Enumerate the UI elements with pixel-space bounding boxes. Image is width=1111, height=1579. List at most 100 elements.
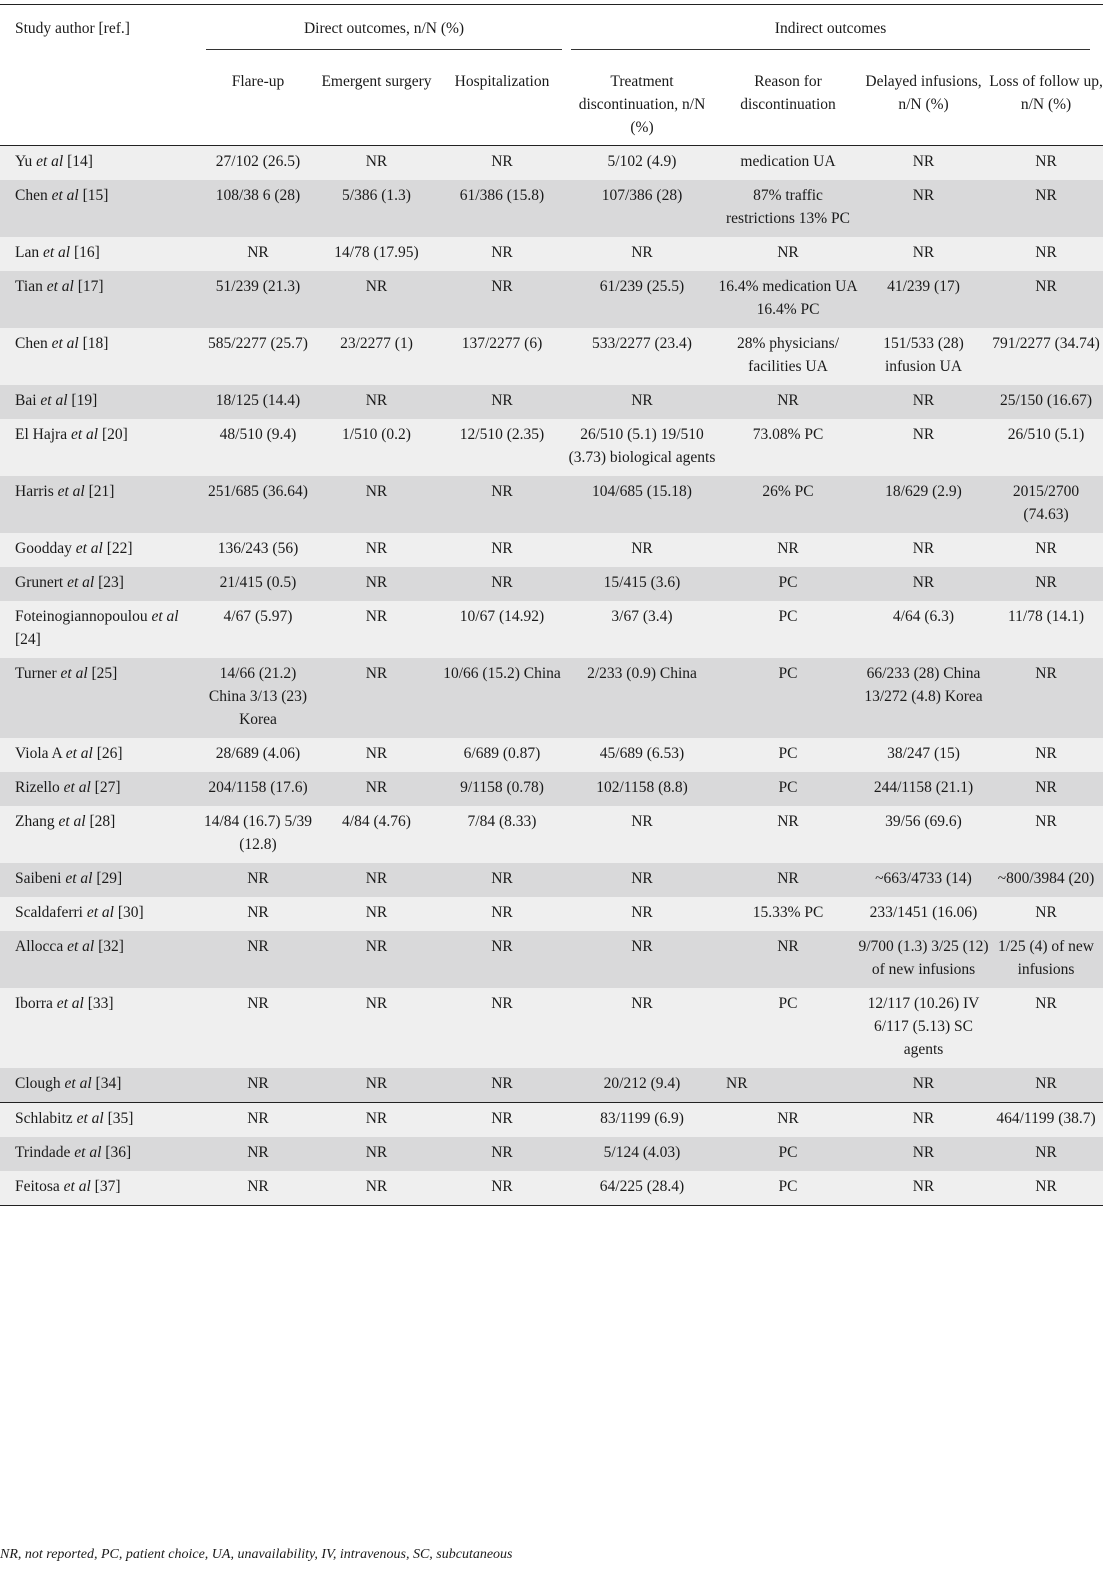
cell-emergent-surgery: 5/386 (1.3) [315, 180, 438, 237]
cell-treatment-discontinuation: 83/1199 (6.9) [566, 1102, 718, 1137]
header-indirect-outcomes: Indirect outcomes [566, 8, 1103, 57]
table-row: Feitosa et al [37] NR NR NR 64/225 (28.4) PC N… [0, 1171, 1104, 1206]
cell-hospitalization: NR [438, 237, 566, 271]
cell-flare-up: 28/689 (4.06) [201, 738, 315, 772]
cell-flare-up: 108/38 6 (28) [201, 180, 315, 237]
cell-reason-discontinuation: NR [718, 237, 858, 271]
cell-emergent-surgery: NR [315, 385, 438, 419]
cell-delayed-infusions: 38/247 (15) [858, 738, 989, 772]
cell-emergent-surgery: NR [315, 1102, 438, 1137]
cell-author: Goodday et al [22] [0, 533, 201, 567]
header-emergent-surgery: Emergent surgery [315, 57, 438, 146]
table-row: Viola A et al [26] 28/689 (4.06) NR 6/689 (… [0, 738, 1104, 772]
cell-loss-of-follow-up: 2015/2700 (74.63) [989, 476, 1104, 533]
cell-emergent-surgery: NR [315, 897, 438, 931]
cell-loss-of-follow-up: NR [989, 1137, 1104, 1171]
cell-treatment-discontinuation: 45/689 (6.53) [566, 738, 718, 772]
cell-emergent-surgery: NR [315, 931, 438, 988]
cell-hospitalization: NR [438, 567, 566, 601]
table-row: Trindade et al [36] NR NR NR 5/124 (4.03) PC N… [0, 1137, 1104, 1171]
cell-flare-up: NR [201, 988, 315, 1068]
cell-flare-up: 18/125 (14.4) [201, 385, 315, 419]
cell-author: Iborra et al [33] [0, 988, 201, 1068]
cell-delayed-infusions: NR [858, 180, 989, 237]
cell-hospitalization: 10/67 (14.92) [438, 601, 566, 658]
cell-author: Trindade et al [36] [0, 1137, 201, 1171]
cell-hospitalization: NR [438, 1102, 566, 1137]
cell-hospitalization: NR [438, 1137, 566, 1171]
cell-delayed-infusions: NR [858, 1137, 989, 1171]
cell-flare-up: 136/243 (56) [201, 533, 315, 567]
cell-delayed-infusions: ~663/4733 (14) [858, 863, 989, 897]
cell-author: Clough et al [34] [0, 1068, 201, 1103]
cell-hospitalization: NR [438, 863, 566, 897]
cell-treatment-discontinuation: 61/239 (25.5) [566, 271, 718, 328]
cell-treatment-discontinuation: 26/510 (5.1) 19/510 (3.73) biological ag… [566, 419, 718, 476]
table-row: Allocca et al [32] NR NR NR NR NR 9/700 (1.3) … [0, 931, 1104, 988]
cell-treatment-discontinuation: 102/1158 (8.8) [566, 772, 718, 806]
cell-delayed-infusions: 18/629 (2.9) [858, 476, 989, 533]
table-row: Chen et al [15] 108/38 6 (28) 5/386 (1.3) 6… [0, 180, 1104, 237]
cell-hospitalization: 7/84 (8.33) [438, 806, 566, 863]
cell-loss-of-follow-up: 791/2277 (34.74) [989, 328, 1104, 385]
table-row: Zhang et al [28] 14/84 (16.7) 5/39 (12.8)… [0, 806, 1104, 863]
cell-delayed-infusions: 39/56 (69.6) [858, 806, 989, 863]
cell-flare-up: 27/102 (26.5) [201, 145, 315, 180]
cell-treatment-discontinuation: NR [566, 385, 718, 419]
cell-delayed-infusions: 4/64 (6.3) [858, 601, 989, 658]
table-row: Foteinogiannopoulou et al [24] 4/67 (5.97… [0, 601, 1104, 658]
table-row: Schlabitz et al [35] NR NR NR 83/1199 (6.9) N… [0, 1102, 1104, 1137]
cell-delayed-infusions: 66/233 (28) China 13/272 (4.8) Korea [858, 658, 989, 738]
cell-flare-up: NR [201, 1102, 315, 1137]
table-footnote: NR, not reported, PC, patient choice, UA… [0, 1547, 513, 1562]
table-row: Bai et al [19] 18/125 (14.4) NR NR NR NR NR 25/… [0, 385, 1104, 419]
table-row: Yu et al [14] 27/102 (26.5) NR NR 5/102 (4.9… [0, 145, 1104, 180]
cell-author: Viola A et al [26] [0, 738, 201, 772]
cell-author: Allocca et al [32] [0, 931, 201, 988]
header-author: Study author [ref.] [0, 8, 201, 146]
cell-emergent-surgery: NR [315, 863, 438, 897]
cell-reason-discontinuation: 73.08% PC [718, 419, 858, 476]
cell-treatment-discontinuation: 3/67 (3.4) [566, 601, 718, 658]
header-flare-up: Flare-up [201, 57, 315, 146]
cell-author: Turner et al [25] [0, 658, 201, 738]
cell-reason-discontinuation: PC [718, 1171, 858, 1206]
cell-delayed-infusions: 12/117 (10.26) IV 6/117 (5.13) SC agents [858, 988, 989, 1068]
cell-loss-of-follow-up: NR [989, 180, 1104, 237]
header-delayed-infusions: Delayed infusions, n/N (%) [858, 57, 989, 146]
cell-emergent-surgery: 4/84 (4.76) [315, 806, 438, 863]
cell-flare-up: 4/67 (5.97) [201, 601, 315, 658]
cell-treatment-discontinuation: NR [566, 863, 718, 897]
cell-loss-of-follow-up: 464/1199 (38.7) [989, 1102, 1104, 1137]
cell-treatment-discontinuation: 107/386 (28) [566, 180, 718, 237]
cell-treatment-discontinuation: 20/212 (9.4) [566, 1068, 718, 1103]
cell-treatment-discontinuation: 64/225 (28.4) [566, 1171, 718, 1206]
cell-delayed-infusions: NR [858, 237, 989, 271]
cell-reason-discontinuation: 28% physicians/ facilities UA [718, 328, 858, 385]
cell-emergent-surgery: NR [315, 476, 438, 533]
cell-flare-up: NR [201, 1068, 315, 1103]
cell-flare-up: NR [201, 1171, 315, 1206]
cell-emergent-surgery: NR [315, 601, 438, 658]
cell-delayed-infusions: NR [858, 1068, 989, 1103]
cell-author: Chen et al [18] [0, 328, 201, 385]
cell-emergent-surgery: NR [315, 271, 438, 328]
cell-emergent-surgery: NR [315, 738, 438, 772]
cell-author: Lan et al [16] [0, 237, 201, 271]
cell-author: Bai et al [19] [0, 385, 201, 419]
cell-treatment-discontinuation: 2/233 (0.9) China [566, 658, 718, 738]
cell-hospitalization: NR [438, 988, 566, 1068]
cell-hospitalization: NR [438, 271, 566, 328]
cell-loss-of-follow-up: NR [989, 897, 1104, 931]
cell-author: El Hajra et al [20] [0, 419, 201, 476]
cell-loss-of-follow-up: 25/150 (16.67) [989, 385, 1104, 419]
header-hospitalization: Hospitalization [438, 57, 566, 146]
cell-delayed-infusions: 9/700 (1.3) 3/25 (12) of new infusions [858, 931, 989, 988]
cell-hospitalization: NR [438, 145, 566, 180]
table-top-rule [0, 4, 1103, 5]
cell-reason-discontinuation: 16.4% medication UA 16.4% PC [718, 271, 858, 328]
cell-reason-discontinuation: 15.33% PC [718, 897, 858, 931]
table-body: Yu et al [14] 27/102 (26.5) NR NR 5/102 (4.9… [0, 145, 1104, 1206]
cell-flare-up: 14/66 (21.2) China 3/13 (23) Korea [201, 658, 315, 738]
cell-treatment-discontinuation: 15/415 (3.6) [566, 567, 718, 601]
